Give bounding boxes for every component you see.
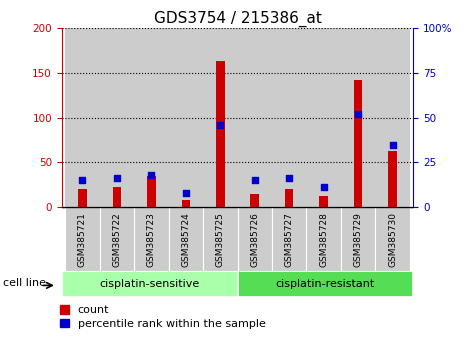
Title: GDS3754 / 215386_at: GDS3754 / 215386_at [153,11,322,27]
Legend: count, percentile rank within the sample: count, percentile rank within the sample [58,303,268,331]
Text: GSM385729: GSM385729 [353,212,362,267]
Text: GSM385721: GSM385721 [78,212,87,267]
Bar [285,189,294,207]
Text: GSM385728: GSM385728 [319,212,328,267]
Bar [354,80,362,207]
Bar [134,207,169,271]
Point [217,122,224,128]
Bar [169,28,203,207]
Bar [319,196,328,207]
Bar [113,187,121,207]
Bar [203,28,238,207]
Bar [147,176,156,207]
Bar [216,61,225,207]
Text: GSM385723: GSM385723 [147,212,156,267]
Point [354,111,362,117]
Point [285,176,293,181]
Text: GSM385726: GSM385726 [250,212,259,267]
Bar [388,151,397,207]
Text: GSM385724: GSM385724 [181,212,190,267]
Point [79,177,86,183]
Bar [375,28,410,207]
Text: cisplatin-resistant: cisplatin-resistant [276,279,375,289]
Bar [238,207,272,271]
Bar [181,200,190,207]
Bar [134,28,169,207]
Bar [203,207,238,271]
Bar [100,207,134,271]
Bar [306,28,341,207]
Bar [306,207,341,271]
Bar [341,28,375,207]
Bar [272,28,306,207]
Text: cisplatin-sensitive: cisplatin-sensitive [99,279,200,289]
Bar [169,207,203,271]
Bar [65,28,100,207]
Text: cell line: cell line [3,278,46,288]
Bar [62,271,238,297]
Bar [272,207,306,271]
Point [113,176,121,181]
Text: GSM385730: GSM385730 [388,212,397,267]
Bar [65,207,100,271]
Text: GSM385725: GSM385725 [216,212,225,267]
Bar [250,194,259,207]
Point [320,184,327,190]
Bar [100,28,134,207]
Point [251,177,258,183]
Bar [375,207,410,271]
Bar [341,207,375,271]
Bar [238,271,413,297]
Text: GSM385722: GSM385722 [113,212,122,267]
Bar [78,189,87,207]
Point [182,190,190,196]
Point [148,172,155,178]
Point [389,142,396,147]
Bar [238,28,272,207]
Text: GSM385727: GSM385727 [285,212,294,267]
